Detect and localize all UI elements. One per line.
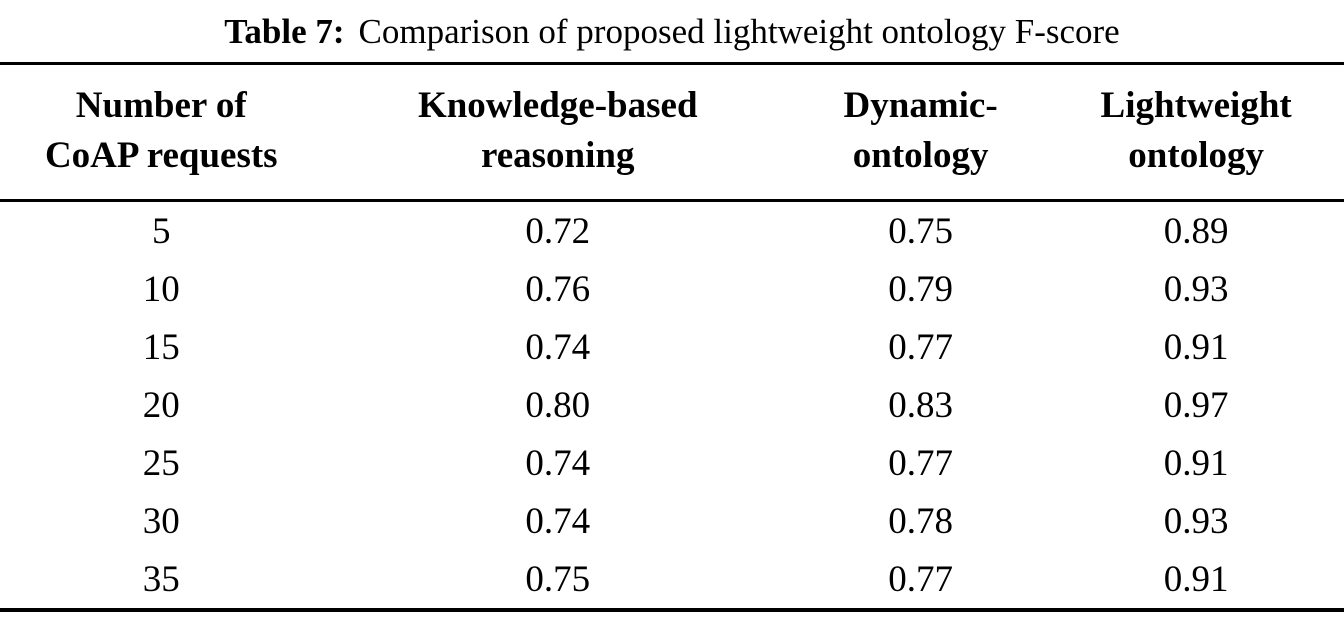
cell-knowledge: 0.75 [525,558,591,600]
table-header: Number of CoAP requests Knowledge-based … [0,64,1344,201]
cell-lightweight: 0.93 [1163,268,1229,310]
header-text: Number of [75,85,247,126]
header-text: ontology [1128,135,1264,176]
table-caption: Table 7: Comparison of proposed lightweig… [0,0,1344,62]
cell-dynamic: 0.77 [888,442,953,484]
header-text: reasoning [480,135,635,176]
cell-lightweight: 0.89 [1163,210,1229,252]
cell-knowledge: 0.74 [525,500,591,542]
header-knowledge-based: Knowledge-based reasoning [323,64,793,201]
header-text: CoAP requests [44,135,278,176]
cell-lightweight: 0.93 [1163,500,1229,542]
cell-lightweight: 0.91 [1163,442,1229,484]
header-coap-requests: Number of CoAP requests [0,64,323,201]
cell-knowledge: 0.72 [525,210,591,252]
cell-knowledge: 0.74 [525,442,591,484]
table-row: 5 0.72 0.75 0.89 [0,201,1344,261]
table-caption-label: Table 7: [224,12,345,51]
header-row: Number of CoAP requests Knowledge-based … [0,64,1344,201]
table-caption-text: Comparison of proposed lightweight ontol… [358,12,1120,51]
cell-requests: 10 [142,268,180,310]
cell-knowledge: 0.76 [525,268,591,310]
cell-dynamic: 0.79 [888,268,953,310]
table-row: 30 0.74 0.78 0.93 [0,492,1344,550]
cell-requests: 20 [142,384,180,426]
header-lightweight-ontology: Lightweight ontology [1048,64,1344,201]
table-row: 15 0.74 0.77 0.91 [0,318,1344,376]
table-row: 10 0.76 0.79 0.93 [0,260,1344,318]
cell-requests: 25 [142,442,180,484]
cell-knowledge: 0.80 [525,384,591,426]
cell-dynamic: 0.78 [888,500,953,542]
cell-knowledge: 0.74 [525,326,591,368]
header-dynamic-ontology: Dynamic- ontology [793,64,1048,201]
cell-requests: 15 [142,326,180,368]
header-text: Dynamic- [843,85,998,126]
header-text: Lightweight [1100,85,1292,126]
cell-requests: 5 [152,210,171,252]
table-row: 25 0.74 0.77 0.91 [0,434,1344,492]
cell-lightweight: 0.91 [1163,326,1229,368]
cell-dynamic: 0.83 [888,384,953,426]
cell-dynamic: 0.77 [888,326,953,368]
header-text: Knowledge-based [417,85,698,126]
cell-requests: 35 [142,558,180,600]
cell-dynamic: 0.77 [888,558,953,600]
fscore-comparison-table: Number of CoAP requests Knowledge-based … [0,62,1344,612]
table-row: 20 0.80 0.83 0.97 [0,376,1344,434]
cell-lightweight: 0.97 [1163,384,1229,426]
cell-dynamic: 0.75 [888,210,953,252]
cell-lightweight: 0.91 [1163,558,1229,600]
header-text: ontology [852,135,989,176]
table-row: 35 0.75 0.77 0.91 [0,550,1344,610]
table-body: 5 0.72 0.75 0.89 10 0.76 0.79 0.93 15 0.… [0,201,1344,611]
cell-requests: 30 [142,500,180,542]
